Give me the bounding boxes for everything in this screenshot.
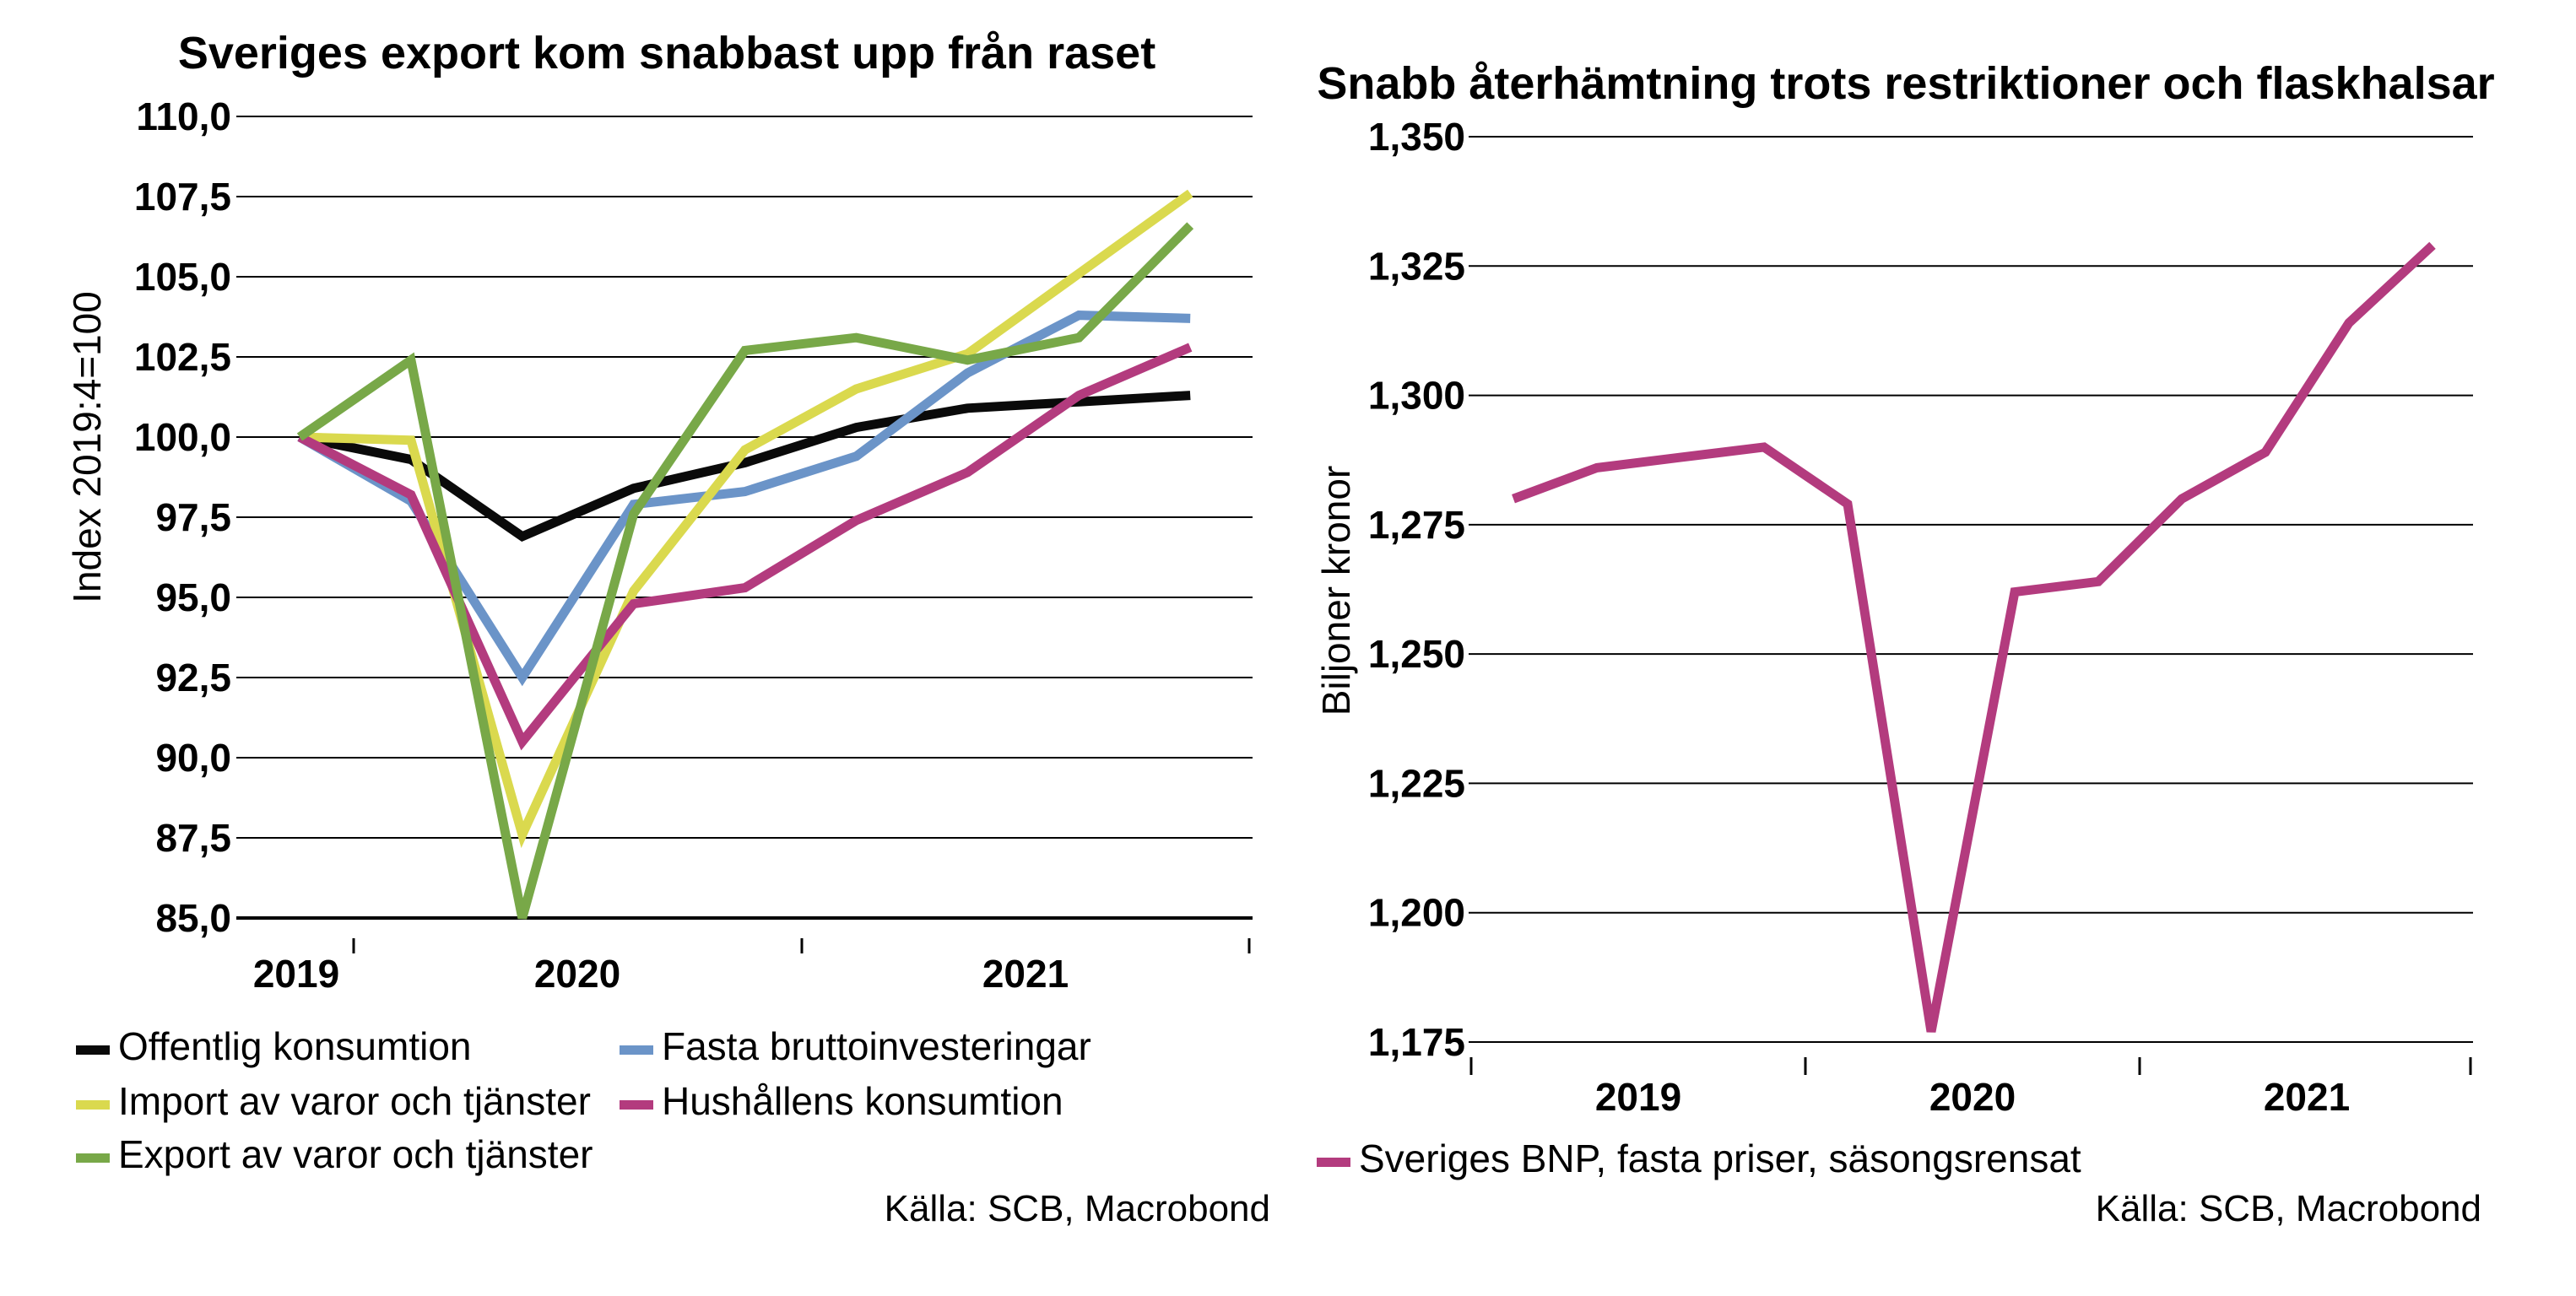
right-chart-source: Källa: SCB, Macrobond bbox=[2095, 1188, 2481, 1229]
left-chart-panel: Sveriges export kom snabbast upp från ra… bbox=[65, 28, 1270, 1229]
left-chart-title: Sveriges export kom snabbast upp från ra… bbox=[177, 28, 1156, 78]
y-tick-label: 92,5 bbox=[155, 656, 231, 699]
series-line-import-av-varor-och-tj-nster bbox=[299, 189, 1193, 849]
y-tick-label: 107,5 bbox=[134, 175, 231, 219]
y-tick-label: 95,0 bbox=[155, 575, 231, 619]
series-line-hush-llens-konsumtion bbox=[297, 343, 1193, 751]
y-tick-label: 1,350 bbox=[1368, 115, 1465, 159]
x-year-label: 2019 bbox=[1595, 1075, 1681, 1119]
series-line-export-av-varor-och-tj-nster bbox=[296, 222, 1194, 920]
x-year-label: 2019 bbox=[253, 952, 339, 996]
y-tick-label: 1,225 bbox=[1368, 761, 1465, 805]
left-chart-source: Källa: SCB, Macrobond bbox=[884, 1188, 1270, 1229]
x-year-label: 2021 bbox=[982, 952, 1069, 996]
y-tick-label: 90,0 bbox=[155, 736, 231, 780]
y-tick-label: 1,275 bbox=[1368, 503, 1465, 547]
y-tick-label: 1,175 bbox=[1368, 1020, 1465, 1064]
series-line-sveriges-bnp-fasta-priser-s-songsrensat bbox=[1512, 241, 2436, 1033]
left-chart-canvas: 110,0 107,5 105,0 102,5 100,0 97,5 95,0 92,5 90,… bbox=[134, 94, 1253, 996]
y-tick-label: 102,5 bbox=[134, 335, 231, 379]
series-line-fasta-bruttoinvesteringar bbox=[297, 310, 1191, 687]
y-tick-label: 85,0 bbox=[155, 896, 231, 940]
x-year-label: 2021 bbox=[2264, 1075, 2350, 1119]
y-tick-label: 1,325 bbox=[1368, 244, 1465, 288]
y-tick-label: 1,200 bbox=[1368, 891, 1465, 935]
right-chart-panel: Snabb återhämtning trots restriktioner o… bbox=[1291, 0, 2576, 1296]
y-tick-label: 87,5 bbox=[155, 816, 231, 860]
y-tick-label: 1,300 bbox=[1368, 374, 1465, 418]
y-tick-label: 97,5 bbox=[155, 495, 231, 539]
right-chart-canvas: 1,350 1,325 1,300 1,275 1,250 1,225 1,200 1,175… bbox=[1368, 115, 2473, 1119]
series-line-offentlig-konsumtion bbox=[298, 391, 1191, 543]
y-tick-label: 1,250 bbox=[1368, 632, 1465, 676]
y-tick-label: 105,0 bbox=[134, 255, 231, 299]
y-tick-label: 100,0 bbox=[134, 415, 231, 459]
x-year-label: 2020 bbox=[534, 952, 620, 996]
y-tick-label: 110,0 bbox=[136, 94, 231, 138]
right-chart-title: Snabb återhämtning trots restriktioner o… bbox=[1317, 58, 2495, 109]
x-year-label: 2020 bbox=[1929, 1075, 2016, 1119]
